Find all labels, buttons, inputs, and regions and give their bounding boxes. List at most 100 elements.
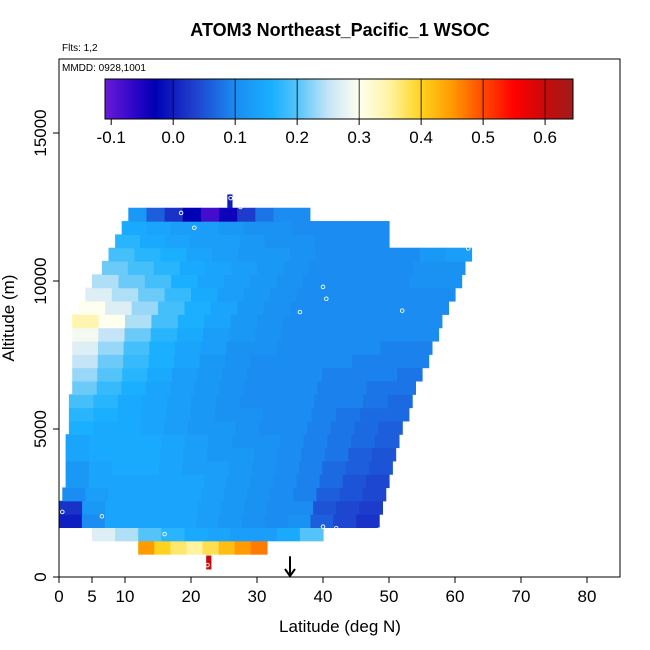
heatmap-cell <box>218 540 236 555</box>
heatmap-cell <box>174 354 201 369</box>
heatmap-cell <box>403 354 430 369</box>
heatmap-cell <box>338 394 364 409</box>
heatmap-cell <box>364 221 390 235</box>
heatmap-cell <box>309 314 337 329</box>
heatmap-cell <box>194 221 220 235</box>
heatmap-cell <box>187 420 213 435</box>
heatmap-cell <box>111 474 136 489</box>
x-tick-label: 0 <box>54 587 63 606</box>
heatmap-cell <box>196 514 220 529</box>
heatmap-cell <box>104 514 129 529</box>
heatmap-cell <box>347 367 373 382</box>
heatmap-cell <box>360 327 387 342</box>
heatmap-cell <box>241 514 266 529</box>
heatmap-cell <box>97 367 123 382</box>
heatmap-cell <box>345 460 370 475</box>
flight-marker <box>465 246 471 251</box>
heatmap-cell <box>238 407 264 422</box>
heatmap-cell <box>311 407 337 422</box>
colorbar-tick-label: 0.2 <box>285 128 309 147</box>
heatmap-cell <box>115 234 141 249</box>
heatmap-cell <box>92 274 119 289</box>
heatmap-cell <box>224 354 251 369</box>
heatmap-cell <box>72 314 100 329</box>
heatmap-cell <box>335 261 362 275</box>
flight-marker <box>376 527 382 532</box>
heatmap-cell <box>290 300 317 315</box>
heatmap-cell <box>419 247 447 262</box>
heatmap-cell <box>158 474 182 489</box>
heatmap-cell <box>438 261 466 275</box>
flight-marker <box>60 509 65 515</box>
heatmap-cell <box>127 261 155 275</box>
heatmap-cell <box>314 394 340 409</box>
heatmap-cell <box>296 287 324 302</box>
heatmap-cell <box>160 247 187 262</box>
heatmap-cell <box>301 447 326 462</box>
heatmap-cell <box>296 474 321 489</box>
heatmap-cell <box>336 314 364 329</box>
heatmap-cell <box>136 447 161 462</box>
heatmap-cell <box>200 487 225 502</box>
heatmap-cell <box>238 247 265 262</box>
heatmap-cell <box>65 460 90 475</box>
colorbar-tick-label: -0.1 <box>97 128 126 147</box>
heatmap-cell <box>137 434 162 449</box>
heatmap-cell <box>72 380 98 395</box>
location-arrow <box>284 556 296 578</box>
heatmap-cell <box>211 420 237 435</box>
heatmap-cell <box>270 487 294 502</box>
heatmap-cell <box>257 261 284 275</box>
heatmap-cell <box>309 261 336 275</box>
heatmap-cell <box>214 407 240 422</box>
heatmap-cell <box>191 287 218 302</box>
heatmap-cell <box>138 287 166 302</box>
heatmap-cell <box>372 447 397 462</box>
heatmap-cell <box>275 354 302 369</box>
heatmap-cell <box>228 460 253 475</box>
heatmap-cell <box>131 300 159 315</box>
heatmap-cell <box>184 527 209 542</box>
heatmap-cell <box>181 474 205 489</box>
heatmap-cell <box>190 407 216 422</box>
heatmap-cell <box>81 514 106 529</box>
heatmap-cell <box>59 500 83 515</box>
heatmap-cell <box>252 460 277 475</box>
heatmap-cell <box>395 300 423 315</box>
heatmap-cell <box>232 434 257 449</box>
heatmap-cell <box>287 514 312 529</box>
heatmap-cell <box>366 380 392 395</box>
heatmap-cell <box>92 527 116 542</box>
heatmap-cell <box>413 261 440 275</box>
heatmap-cell <box>218 221 244 235</box>
heatmap-cell <box>339 487 364 502</box>
heatmap-cell <box>283 314 311 329</box>
heatmap-cell <box>123 354 150 369</box>
x-tick-label: 70 <box>512 587 531 606</box>
heatmap-cell <box>323 287 350 302</box>
heatmap-cell <box>177 487 202 502</box>
heatmap-cell <box>117 394 144 409</box>
x-axis-label: Latitude (deg N) <box>279 617 401 636</box>
heatmap-cell <box>149 340 176 355</box>
heatmap-cell <box>273 474 298 489</box>
heatmap-cell <box>316 221 341 235</box>
heatmap-cell <box>134 474 159 489</box>
arrow-head <box>284 568 296 578</box>
heatmap-cell <box>131 487 156 502</box>
heatmap-cell <box>378 420 403 435</box>
heatmap-cell <box>166 407 191 422</box>
heatmap-cell <box>118 274 146 289</box>
heatmap-cell <box>270 287 298 302</box>
heatmap-cell <box>138 527 162 542</box>
heatmap-cell <box>101 261 129 275</box>
heatmap-cell <box>259 420 284 435</box>
heatmap-cell <box>264 234 290 249</box>
heatmap-cell <box>203 327 230 342</box>
heatmap-cell <box>277 447 302 462</box>
heatmap-cell <box>380 340 407 355</box>
heatmap-cell <box>214 234 241 249</box>
heatmap-cell <box>377 354 404 369</box>
heatmap-cell <box>151 500 176 515</box>
heatmap-cell <box>105 500 129 515</box>
